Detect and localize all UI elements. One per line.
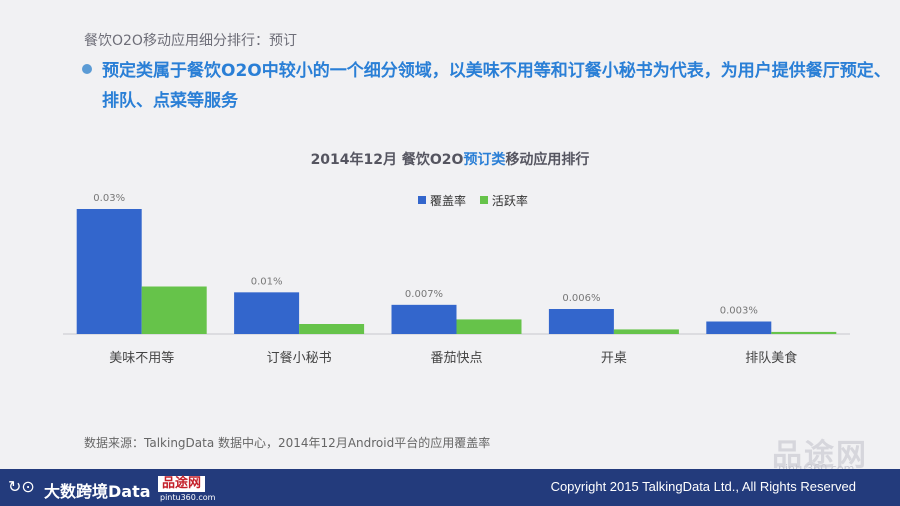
data-label-2: 0.007% <box>405 289 443 300</box>
section-title: 餐饮O2O移动应用细分排行：预订 <box>84 33 297 49</box>
category-label-3: 开桌 <box>601 351 627 366</box>
overlay-watermark: 品途网 <box>772 438 868 473</box>
chart-title: 2014年12月 餐饮O2O预订类移动应用排行 <box>0 149 900 169</box>
headline-bullet: 预定类属于餐饮O2O中较小的一个细分领域，以美味不用等和订餐小秘书为代表，为用户… <box>102 61 891 111</box>
bar-active-4 <box>771 331 837 334</box>
data-source: 数据来源：TalkingData 数据中心，2014年12月Android平台的… <box>84 436 491 450</box>
bar-active-0 <box>141 286 207 334</box>
copyright: Copyright 2015 TalkingData Ltd., All Rig… <box>550 479 856 494</box>
legend-swatch-coverage <box>418 196 426 204</box>
logo-icon: ↻⊙ <box>8 477 35 496</box>
chart-title-prefix: 2014年12月 餐饮O2O <box>310 152 464 168</box>
bar-coverage-1 <box>234 292 300 334</box>
data-label-3: 0.006% <box>562 293 600 304</box>
category-label-0: 美味不用等 <box>109 350 174 366</box>
footer-bar: ↻⊙ 大数跨境Data 品途网 pintu360.com Copyright 2… <box>0 469 900 506</box>
bar-coverage-0 <box>76 209 142 334</box>
data-label-0: 0.03% <box>93 193 125 204</box>
bar-coverage-2 <box>391 304 457 334</box>
legend-label-coverage: 覆盖率 <box>430 194 467 208</box>
data-label-1: 0.01% <box>251 276 283 287</box>
legend-item-coverage: 覆盖率 <box>418 192 466 209</box>
category-label-4: 排队美食 <box>745 350 797 366</box>
legend-swatch-active <box>479 196 488 204</box>
category-label-1: 订餐小秘书 <box>267 350 332 366</box>
chart-title-suffix: 移动应用排行 <box>505 152 590 168</box>
footer-logo-text: 大数跨境Data <box>44 482 151 501</box>
legend-label-active: 活跃率 <box>491 194 528 208</box>
bar-active-1 <box>299 324 365 334</box>
legend-item-active: 活跃率 <box>479 192 528 209</box>
bullet-icon <box>82 64 92 74</box>
chart-title-highlight: 预订类 <box>463 152 506 168</box>
footer-watermark-box: 品途网 <box>158 476 206 492</box>
legend: 覆盖率 活跃率 <box>418 192 538 209</box>
bar-chart: 0.03% 美味不用等 0.01% 订餐小秘书 0.007% 番茄快点 0.006% 开桌 0.… <box>63 193 850 366</box>
bar-active-2 <box>456 319 522 334</box>
bar-coverage-3 <box>548 309 614 334</box>
bar-active-3 <box>613 329 679 334</box>
bar-coverage-4 <box>706 321 772 334</box>
category-label-2: 番茄快点 <box>430 351 482 366</box>
data-label-4: 0.003% <box>720 306 758 317</box>
footer-watermark-url: pintu360.com <box>160 493 216 502</box>
